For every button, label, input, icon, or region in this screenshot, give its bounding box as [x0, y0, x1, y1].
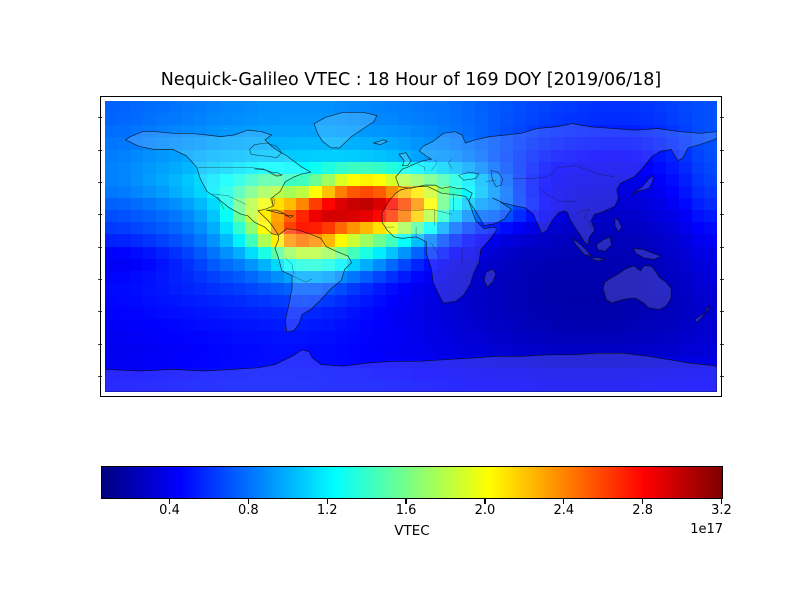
coastline — [395, 123, 717, 246]
graticule-tick — [98, 149, 102, 151]
colorbar-frame — [101, 466, 723, 499]
lake-outline — [490, 170, 504, 187]
country-border — [269, 196, 276, 207]
coastline — [398, 152, 412, 167]
country-border — [431, 243, 439, 255]
country-border — [513, 165, 616, 179]
country-border — [216, 196, 225, 210]
coastline — [266, 209, 286, 215]
graticule-tick — [720, 311, 724, 313]
colorbar-tick-label: 2.0 — [474, 503, 496, 518]
colorbar-tick — [720, 499, 723, 504]
coastline — [595, 236, 612, 252]
graticule-tick — [98, 278, 102, 280]
colorbar-tick — [326, 499, 328, 504]
graticule-tick — [720, 246, 724, 248]
coastline — [284, 214, 295, 218]
colorbar-tick-label: 2.8 — [632, 503, 653, 518]
coastline — [602, 265, 672, 310]
coastline — [631, 175, 655, 197]
graticule-tick — [720, 214, 724, 216]
vtec-heatmap-canvas — [105, 101, 717, 392]
coastline — [614, 217, 623, 233]
colorbar-tick — [405, 499, 407, 504]
graticule-tick — [720, 181, 724, 183]
graticule-tick — [720, 375, 724, 377]
country-border — [291, 275, 313, 283]
colorbar-gradient — [102, 467, 722, 498]
graticule-tick — [98, 343, 102, 345]
country-border — [448, 159, 453, 170]
country-border — [538, 186, 576, 202]
country-border — [431, 159, 437, 171]
coastline — [274, 228, 352, 333]
coastline — [633, 247, 662, 260]
country-border — [390, 209, 452, 215]
country-border — [417, 163, 425, 171]
colorbar-label: VTEC — [394, 523, 430, 539]
graticule-tick — [98, 375, 102, 377]
chart-title: Nequick-Galileo VTEC : 18 Hour of 169 DO… — [160, 70, 662, 90]
coastline — [381, 186, 499, 304]
coastline — [572, 238, 592, 257]
graticule-tick — [720, 117, 724, 119]
country-border — [485, 179, 497, 183]
country-border — [577, 209, 592, 229]
colorbar-tick-label: 1.2 — [316, 503, 338, 518]
graticule-tick — [720, 278, 724, 280]
coastlines-overlay — [105, 111, 717, 392]
coastline — [105, 349, 717, 392]
country-border — [212, 193, 247, 205]
colorbar-tick — [484, 499, 486, 504]
country-border — [198, 167, 284, 176]
graticule-tick — [98, 181, 102, 183]
colorbar-tick — [642, 499, 644, 504]
country-border — [285, 257, 294, 275]
graticule-tick — [720, 343, 724, 345]
colorbar-tick-label: 3.2 — [711, 503, 732, 518]
graticule-tick — [98, 117, 102, 119]
coastline — [373, 139, 388, 145]
colorbar-tick-label: 2.4 — [553, 503, 575, 518]
coastline — [313, 111, 378, 149]
lake-outline — [249, 142, 283, 158]
colorbar-tick — [563, 499, 565, 504]
graticule-tick — [720, 149, 724, 151]
colorbar-tick-label: 1.6 — [395, 503, 417, 518]
colorbar-tick — [168, 499, 171, 504]
coastline — [483, 268, 497, 288]
coastline — [694, 305, 711, 323]
coastline — [589, 257, 606, 262]
graticule-tick — [98, 246, 102, 248]
graticule-tick — [98, 311, 102, 313]
colorbar-tick-label: 0.8 — [238, 503, 259, 518]
colorbar-tick — [247, 499, 249, 504]
lake-outline — [458, 171, 480, 181]
colorbar-exponent: 1e17 — [690, 522, 723, 537]
graticule-tick — [98, 214, 102, 216]
lake-outline — [254, 168, 283, 177]
coastline — [125, 129, 312, 236]
colorbar-tick-label: 0.4 — [159, 503, 180, 518]
